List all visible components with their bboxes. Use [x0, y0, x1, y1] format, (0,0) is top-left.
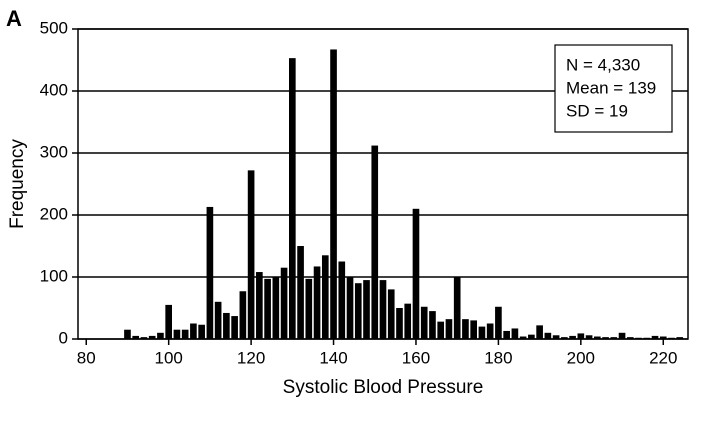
bar — [626, 337, 634, 339]
x-tick-label: 140 — [319, 348, 347, 367]
bar — [363, 280, 370, 339]
bar — [561, 337, 568, 339]
bar — [264, 278, 271, 339]
y-tick-label: 200 — [40, 204, 68, 223]
bar — [338, 261, 346, 339]
bar — [676, 337, 684, 339]
bar — [396, 308, 403, 339]
annotation-text: N = 4,330 — [566, 55, 640, 74]
bar — [445, 319, 453, 339]
bar — [544, 332, 552, 339]
bar — [412, 208, 420, 339]
bar — [321, 255, 329, 339]
bar — [618, 332, 626, 339]
bar — [462, 319, 469, 339]
x-tick-label: 100 — [154, 348, 182, 367]
bar — [659, 336, 667, 339]
bar — [478, 326, 486, 339]
bar — [223, 312, 230, 339]
bar — [214, 301, 222, 339]
plot-frame — [77, 28, 689, 340]
bar — [569, 335, 576, 339]
y-tick-label: 100 — [40, 266, 68, 285]
x-tick-label: 180 — [484, 348, 512, 367]
bar — [594, 336, 601, 339]
x-tick-label: 200 — [567, 348, 595, 367]
x-tick-label: 120 — [237, 348, 265, 367]
bar — [132, 335, 140, 339]
bar — [354, 283, 362, 339]
bar — [486, 323, 494, 339]
y-tick-label: 400 — [40, 80, 68, 99]
bar — [437, 321, 445, 339]
bar — [495, 306, 502, 339]
bar — [140, 337, 148, 339]
bar — [379, 280, 387, 339]
bar — [272, 277, 280, 339]
bar — [297, 246, 304, 339]
y-tick-label: 500 — [40, 18, 68, 37]
bar — [289, 58, 296, 339]
bar — [231, 316, 238, 339]
annotation-text: Mean = 139 — [566, 78, 656, 97]
y-axis-label: Frequency — [7, 139, 28, 229]
bar — [124, 329, 131, 339]
x-axis-label: Systolic Blood Pressure — [283, 377, 484, 398]
bar — [387, 289, 395, 339]
bar — [165, 304, 172, 339]
bar — [536, 325, 543, 339]
bar — [503, 330, 510, 339]
bar — [429, 311, 436, 339]
bar — [552, 335, 560, 339]
bar — [577, 333, 585, 339]
y-tick-label: 300 — [40, 142, 68, 161]
bar — [198, 324, 205, 339]
bar — [247, 170, 255, 339]
bar — [256, 272, 263, 339]
bar — [206, 206, 214, 339]
x-tick-label: 160 — [402, 348, 430, 367]
x-tick-label: 80 — [77, 348, 96, 367]
bar — [313, 266, 321, 339]
x-tick-label: 220 — [649, 348, 677, 367]
bar — [651, 335, 659, 339]
annotation-text: SD = 19 — [566, 101, 628, 120]
bar — [330, 49, 337, 340]
bar — [280, 267, 288, 339]
bar — [371, 145, 379, 339]
panel-label: A — [6, 6, 22, 31]
bar — [528, 334, 535, 339]
bar — [148, 335, 156, 339]
bar — [239, 291, 247, 339]
bar — [519, 336, 527, 339]
bar — [602, 337, 609, 339]
bar — [173, 329, 181, 339]
bar — [346, 277, 354, 339]
bar — [157, 332, 164, 339]
bar — [420, 306, 428, 339]
bar — [511, 328, 519, 339]
bar — [585, 335, 593, 339]
bar — [453, 277, 461, 339]
bar — [305, 278, 313, 339]
bar — [610, 337, 618, 339]
bar — [404, 303, 412, 339]
bar — [470, 320, 477, 339]
bar — [181, 329, 189, 339]
bar — [190, 323, 197, 339]
y-tick-label: 0 — [59, 328, 68, 347]
annotation-box — [554, 44, 673, 133]
